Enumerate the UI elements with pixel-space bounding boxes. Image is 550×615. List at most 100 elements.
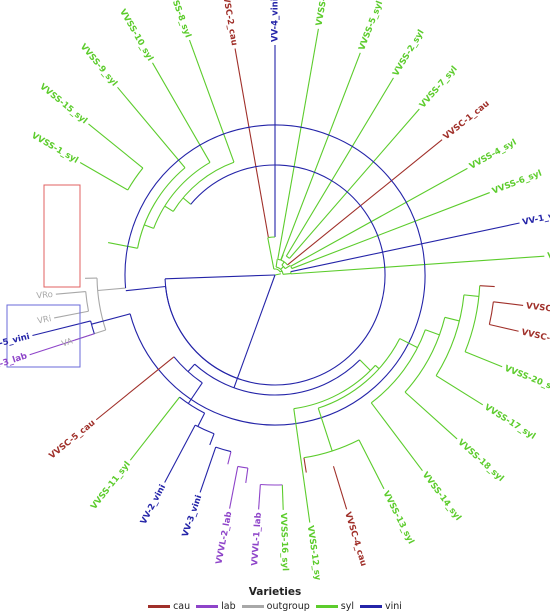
legend-label-vini: vini xyxy=(385,601,402,612)
tree-branch xyxy=(188,39,235,163)
phylogenetic-tree: VVSS-3_sylVV-1_viniVVSS-6_sylVVSS-4_sylV… xyxy=(0,0,550,580)
tree-branch xyxy=(284,264,291,270)
legend-title: Varieties xyxy=(248,586,302,598)
vini-lab-highlight-box xyxy=(6,304,81,368)
tree-branch xyxy=(227,451,232,465)
tree-branch-arc xyxy=(435,294,465,376)
tree-branch-arc xyxy=(281,264,286,269)
legend-items: cau lab outgroup syl vini xyxy=(148,601,402,612)
tip-label: VVSS-11_syl xyxy=(89,460,133,512)
tree-branch-arc xyxy=(85,291,90,312)
tree-branch xyxy=(144,224,154,229)
tip-label: VVSC-1_cau xyxy=(442,99,492,142)
tip-label: VVSS-6_syl xyxy=(491,169,543,197)
tree-branch xyxy=(280,266,284,270)
tip-label: VVSS-5_syl xyxy=(357,0,385,52)
tree-branch xyxy=(79,162,129,191)
tree-branch xyxy=(317,407,333,452)
tree-branch xyxy=(282,273,291,275)
tree-branch xyxy=(187,363,196,372)
tree-branch xyxy=(303,457,307,473)
tip-label: VVSC-3_cau xyxy=(520,328,550,350)
tree-branch xyxy=(277,28,319,260)
tree-branch xyxy=(274,273,281,276)
tree-branch-arc xyxy=(124,124,426,426)
tree-branch xyxy=(88,123,144,169)
tree-branch-arc xyxy=(370,329,426,404)
tree-branch-arc xyxy=(286,255,290,259)
highlight-boxes xyxy=(6,184,81,368)
tree-branch xyxy=(281,261,285,266)
legend-swatch-cau xyxy=(148,605,171,608)
tree-branch xyxy=(97,287,126,292)
tree-branch-arc xyxy=(293,364,376,410)
tip-label: VVSC-4_cau xyxy=(342,511,368,568)
tree-branch xyxy=(293,408,311,523)
tip-label: VV-1_vini xyxy=(522,209,550,228)
tree-branch xyxy=(258,484,261,510)
tip-label: VRo xyxy=(36,290,53,301)
tip-label: VV-2_vini xyxy=(139,483,168,526)
tree-branch-arc xyxy=(173,356,203,384)
tip-label: VVSS-20_syl xyxy=(503,364,550,395)
legend-swatch-syl xyxy=(315,605,338,608)
tree-branch xyxy=(164,205,174,212)
tree-branch-arc xyxy=(260,483,283,486)
legend-label-cau: cau xyxy=(173,601,191,612)
tip-label: VVSS-19_syl xyxy=(315,0,335,27)
tip-label: VV-5_vini xyxy=(0,332,31,352)
tree-branch xyxy=(125,285,166,292)
legend-swatch-vini xyxy=(360,605,383,608)
tree-branch xyxy=(275,259,278,268)
tip-label: VVVL-3_lab xyxy=(0,351,28,377)
tree-branch-arc xyxy=(172,161,235,212)
legend-item-lab: lab xyxy=(196,601,236,612)
tip-label: VVSS-16_syl xyxy=(278,513,290,572)
tip-label: VA xyxy=(60,336,74,349)
tree-branch xyxy=(289,108,420,259)
tree-branch-arc xyxy=(179,396,205,414)
tree-branch xyxy=(55,291,86,295)
tree-branch-arc xyxy=(275,266,284,275)
tree-branch xyxy=(267,237,275,270)
legend-swatch-outgroup xyxy=(241,605,264,608)
tip-label: VV-4_vini xyxy=(271,0,281,42)
tree-branch xyxy=(280,52,361,261)
tree-branch-arc xyxy=(488,301,494,325)
tree-branch xyxy=(229,466,239,509)
tree-branch-arc xyxy=(90,320,95,334)
tree-branch xyxy=(29,333,95,356)
tree-branch xyxy=(489,323,519,332)
tree-branch xyxy=(370,402,423,471)
legend-item-cau: cau xyxy=(148,601,190,612)
tree-branch xyxy=(359,359,371,371)
tree-branch xyxy=(493,301,524,307)
tip-label: VRi xyxy=(36,314,52,327)
tree-branch xyxy=(164,424,196,483)
tree-branch xyxy=(290,255,545,275)
legend-label-lab: lab xyxy=(221,601,236,612)
tree-branch xyxy=(129,396,181,461)
tree-branch-arc xyxy=(273,268,281,273)
tree-branch xyxy=(209,433,215,446)
tree-branch xyxy=(199,446,217,493)
tip-label: VVSC-2_cau xyxy=(219,0,239,46)
tree-branch xyxy=(245,468,249,484)
tip-label: VVSS-4_syl xyxy=(468,138,519,172)
tree-branch-arc xyxy=(194,359,361,396)
tip-label: VVSS-12_syl xyxy=(305,525,323,580)
tip-label: VVSS-8_syl xyxy=(165,0,192,39)
tip-label: VVSS-13_syl xyxy=(380,489,415,545)
tree-branch-arc xyxy=(164,278,238,379)
tree-branch-arc xyxy=(137,167,186,249)
tip-label: VVSS-3_syl xyxy=(547,248,550,262)
tree-branch xyxy=(399,338,418,349)
tree-branch-arc xyxy=(464,285,481,352)
tree-branch xyxy=(425,329,440,336)
tree-branch xyxy=(463,294,479,297)
tree-branch xyxy=(291,192,490,270)
tree-branch-arc xyxy=(268,236,276,239)
tree-branch xyxy=(444,316,460,322)
tree-branch xyxy=(332,466,348,510)
tree-branch xyxy=(234,48,269,238)
